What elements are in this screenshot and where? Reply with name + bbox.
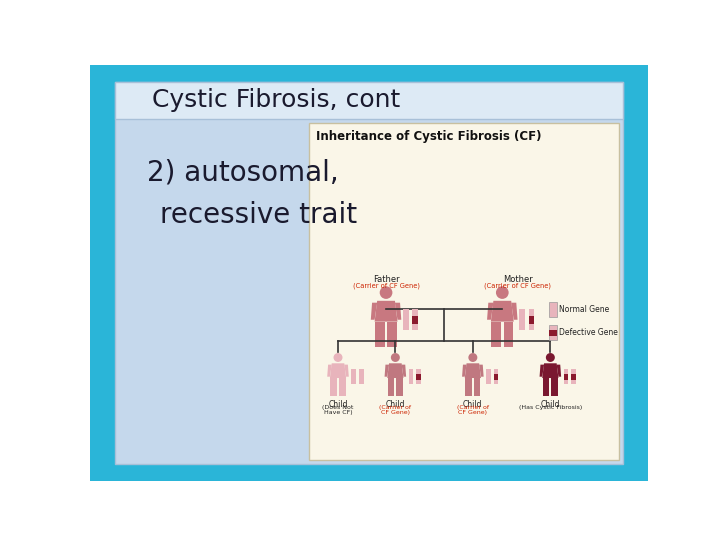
Polygon shape xyxy=(327,364,332,377)
Bar xyxy=(571,374,576,380)
Bar xyxy=(549,325,557,340)
Bar xyxy=(413,315,418,324)
Polygon shape xyxy=(492,322,501,347)
Bar xyxy=(564,369,568,384)
Bar xyxy=(571,369,576,384)
Bar xyxy=(309,123,618,460)
Bar xyxy=(519,309,525,330)
Polygon shape xyxy=(503,322,513,347)
Text: recessive trait: recessive trait xyxy=(160,201,357,229)
Text: Cystic Fibrosis, cont: Cystic Fibrosis, cont xyxy=(152,88,400,112)
Circle shape xyxy=(333,353,343,362)
Text: (Has Cystic Fibrosis): (Has Cystic Fibrosis) xyxy=(518,405,582,410)
Text: CF Gene): CF Gene) xyxy=(381,410,410,415)
Text: Normal Gene: Normal Gene xyxy=(559,305,609,314)
Text: Child: Child xyxy=(463,400,482,409)
Polygon shape xyxy=(330,363,346,378)
Polygon shape xyxy=(465,378,472,396)
Polygon shape xyxy=(474,378,480,396)
Bar xyxy=(408,369,413,384)
Bar xyxy=(351,369,356,384)
Circle shape xyxy=(468,353,477,362)
Text: Mother: Mother xyxy=(503,275,533,284)
Bar xyxy=(528,315,534,324)
Bar xyxy=(494,369,498,384)
Text: CF Gene): CF Gene) xyxy=(459,410,487,415)
Text: Father: Father xyxy=(373,275,400,284)
Polygon shape xyxy=(491,301,514,322)
Polygon shape xyxy=(464,363,481,378)
Polygon shape xyxy=(487,303,493,320)
Polygon shape xyxy=(557,364,561,377)
Bar xyxy=(403,309,408,330)
Polygon shape xyxy=(396,378,403,396)
Text: 2) autosomal,: 2) autosomal, xyxy=(148,159,339,187)
Circle shape xyxy=(546,353,555,362)
Text: Child: Child xyxy=(541,400,560,409)
Circle shape xyxy=(379,286,392,299)
Bar xyxy=(564,374,568,380)
Polygon shape xyxy=(374,301,397,322)
Bar xyxy=(549,302,557,318)
Text: Defective Gene: Defective Gene xyxy=(559,328,618,338)
Polygon shape xyxy=(552,378,558,396)
Text: Have CF): Have CF) xyxy=(324,410,352,415)
Bar xyxy=(494,374,498,380)
Text: (Carrier of CF Gene): (Carrier of CF Gene) xyxy=(485,282,552,289)
Polygon shape xyxy=(479,364,484,377)
Bar xyxy=(416,369,421,384)
Bar xyxy=(416,374,421,380)
Polygon shape xyxy=(344,364,348,377)
Text: (Carrier of: (Carrier of xyxy=(457,405,489,410)
Text: Child: Child xyxy=(386,400,405,409)
Polygon shape xyxy=(387,363,403,378)
Polygon shape xyxy=(511,303,518,320)
Polygon shape xyxy=(339,378,346,396)
Polygon shape xyxy=(387,322,397,347)
Circle shape xyxy=(496,286,508,299)
Circle shape xyxy=(391,353,400,362)
Polygon shape xyxy=(395,303,401,320)
Polygon shape xyxy=(543,378,549,396)
Bar xyxy=(549,330,557,336)
Polygon shape xyxy=(330,378,337,396)
Bar xyxy=(114,82,624,119)
Text: (Carrier of: (Carrier of xyxy=(379,405,411,410)
Polygon shape xyxy=(542,363,559,378)
Polygon shape xyxy=(375,322,384,347)
Polygon shape xyxy=(539,364,544,377)
Text: (Carrier of CF Gene): (Carrier of CF Gene) xyxy=(353,282,420,289)
Polygon shape xyxy=(462,364,467,377)
Text: Child: Child xyxy=(328,400,348,409)
Bar xyxy=(359,369,364,384)
Bar xyxy=(413,309,418,330)
Polygon shape xyxy=(387,378,395,396)
Bar xyxy=(528,309,534,330)
Polygon shape xyxy=(371,303,377,320)
Bar xyxy=(486,369,490,384)
Polygon shape xyxy=(402,364,406,377)
Text: (Does Not: (Does Not xyxy=(323,405,354,410)
Text: Inheritance of Cystic Fibrosis (CF): Inheritance of Cystic Fibrosis (CF) xyxy=(316,130,541,143)
Polygon shape xyxy=(384,364,389,377)
